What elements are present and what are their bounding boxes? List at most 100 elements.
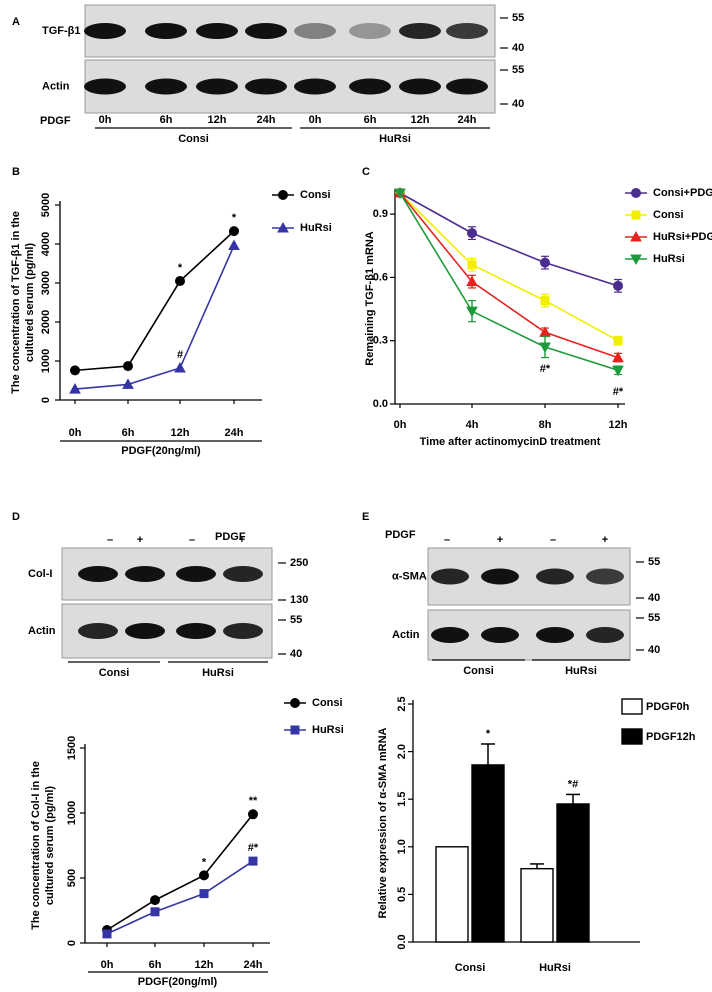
axis <box>84 744 270 944</box>
lane-label: 12h <box>411 114 430 126</box>
y-tick-label: 0.9 <box>373 208 388 220</box>
legend-label: Consi <box>653 209 684 221</box>
blot-band <box>446 78 488 95</box>
group-label: HuRsi <box>379 133 411 145</box>
x-axis-label: Time after actinomycinD treatment <box>420 436 601 448</box>
point <box>228 239 240 251</box>
marker-label: 40 <box>648 644 660 656</box>
lane-label: – <box>189 534 195 546</box>
point <box>466 306 478 318</box>
x-tick-label: 0h <box>69 427 82 439</box>
point <box>122 378 134 389</box>
blot-band <box>223 623 263 639</box>
group-label: Consi <box>99 667 130 679</box>
row-label: α-SMA <box>392 570 427 582</box>
legend-label: Consi <box>312 697 343 709</box>
point <box>290 698 300 708</box>
panel-label: A <box>12 16 20 28</box>
bar <box>520 867 554 943</box>
x-axis-label: PDGF(20ng/ml) <box>121 445 201 457</box>
x-tick-label: Consi <box>455 962 486 974</box>
y-tick-label: 0 <box>40 397 52 403</box>
blot-band <box>446 23 488 39</box>
lane-label: 24h <box>257 114 276 126</box>
point <box>613 336 623 346</box>
y-tick-label: 1500 <box>66 736 78 760</box>
point <box>466 275 478 287</box>
blot-band <box>84 78 126 95</box>
lane-label: 0h <box>99 114 112 126</box>
y-tick-label: 0.0 <box>396 934 408 949</box>
x-axis-label: PDGF(20ng/ml) <box>138 976 218 988</box>
series-line <box>106 813 254 931</box>
point <box>612 365 624 377</box>
point <box>199 889 209 899</box>
y-axis-label: The concentration of Col-I in the <box>30 761 42 930</box>
treatment-label: PDGF <box>385 529 416 541</box>
lane-label: 6h <box>364 114 377 126</box>
point <box>539 342 551 354</box>
row-label: Col-I <box>28 568 52 580</box>
group-label: HuRsi <box>565 665 597 677</box>
lane-label: – <box>550 534 556 546</box>
annotation: # <box>177 349 183 361</box>
blot-band <box>536 568 574 585</box>
row-label: Actin <box>28 625 56 637</box>
blot-band <box>176 623 216 639</box>
point <box>540 257 550 268</box>
blot-band <box>349 78 391 95</box>
series-line <box>399 192 619 287</box>
point <box>150 907 160 917</box>
y-tick-label: 1000 <box>66 801 78 825</box>
y-tick-label: 500 <box>66 869 78 887</box>
x-tick-label: 12h <box>195 959 214 971</box>
lane-label: + <box>239 534 245 546</box>
marker-label: 40 <box>648 592 660 604</box>
lane-label: – <box>444 534 450 546</box>
row-label: Actin <box>392 629 420 641</box>
lane-label: 24h <box>458 114 477 126</box>
lane-label: 12h <box>208 114 227 126</box>
legend-label: HuRsi <box>300 222 332 234</box>
point <box>631 210 641 220</box>
point <box>102 929 112 939</box>
x-tick-label: 24h <box>225 427 244 439</box>
point <box>229 226 239 237</box>
treatment-label: PDGF <box>215 531 246 543</box>
point <box>467 260 477 270</box>
marker-label: 40 <box>290 648 302 660</box>
axis <box>394 189 625 405</box>
y-tick-label: 1000 <box>40 349 52 373</box>
lane-label: 0h <box>309 114 322 126</box>
y-tick-label: 0.3 <box>373 335 388 347</box>
panel-label: C <box>362 166 370 178</box>
x-tick-label: 12h <box>171 427 190 439</box>
point <box>174 361 186 373</box>
annotation: #* <box>229 226 240 238</box>
y-axis-label: cultured serum (pg/ml) <box>44 786 56 906</box>
point <box>69 383 81 394</box>
blot-band <box>586 627 624 643</box>
point <box>613 280 623 291</box>
x-tick-label: 4h <box>466 419 479 431</box>
y-axis-label: Remaining TGF-β1 mRNA <box>364 231 376 366</box>
point <box>540 296 550 306</box>
marker-label: 55 <box>512 64 524 76</box>
point <box>467 228 477 239</box>
marker-label: 55 <box>648 556 660 568</box>
marker-label: 55 <box>290 614 302 626</box>
series-line <box>74 230 235 372</box>
lane-label: + <box>497 534 503 546</box>
marker-label: 40 <box>512 42 524 54</box>
blot-band <box>84 23 126 39</box>
blot-band <box>145 23 187 39</box>
point <box>612 351 624 363</box>
series-line <box>399 192 619 372</box>
bar <box>435 846 469 943</box>
x-tick-label: 6h <box>122 427 135 439</box>
blot-band <box>481 568 519 585</box>
y-axis-label: cultured serum (pg/ml) <box>24 243 36 363</box>
blot-band <box>536 627 574 643</box>
y-tick-label: 5000 <box>40 193 52 217</box>
point <box>150 895 160 906</box>
